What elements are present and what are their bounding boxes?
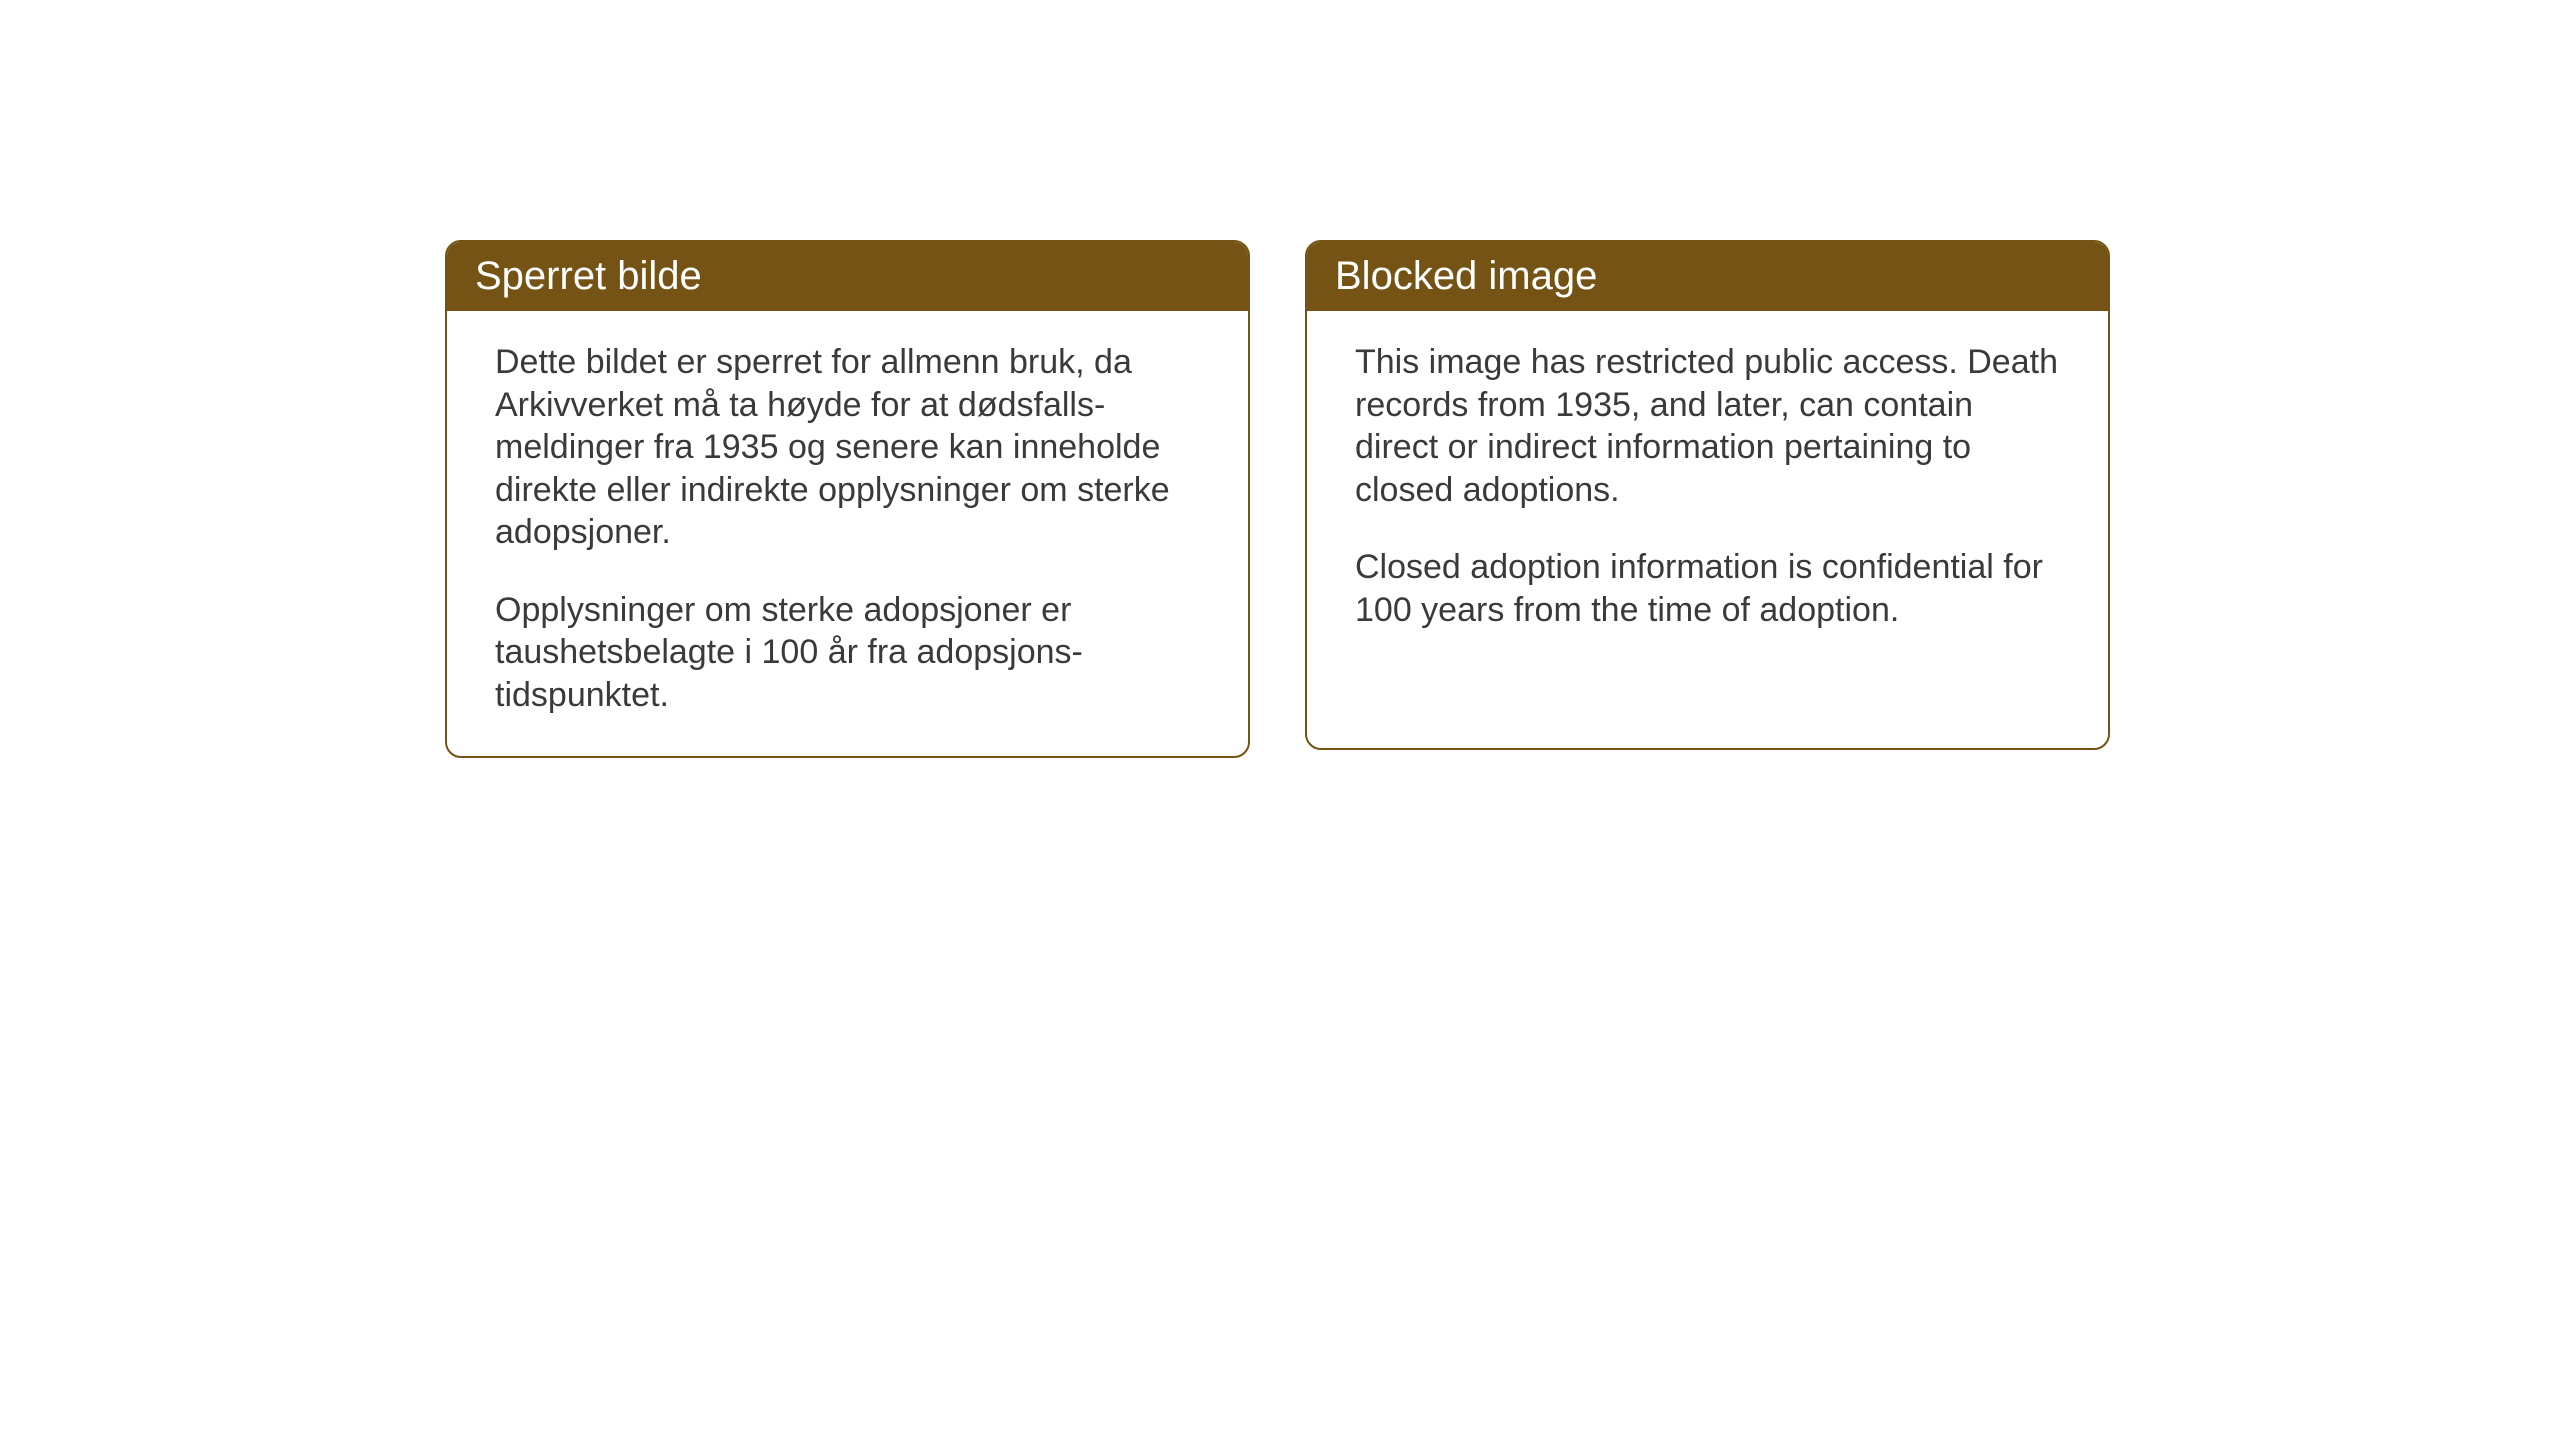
notice-container: Sperret bilde Dette bildet er sperret fo… [445,240,2110,758]
card-header-norwegian: Sperret bilde [447,242,1248,311]
card-header-english: Blocked image [1307,242,2108,311]
card-title-norwegian: Sperret bilde [475,254,702,298]
card-paragraph-1-norwegian: Dette bildet er sperret for allmenn bruk… [495,341,1200,554]
card-title-english: Blocked image [1335,254,1597,298]
card-paragraph-2-norwegian: Opplysninger om sterke adopsjoner er tau… [495,589,1200,717]
card-body-english: This image has restricted public access.… [1307,311,2108,671]
card-body-norwegian: Dette bildet er sperret for allmenn bruk… [447,311,1248,756]
notice-card-norwegian: Sperret bilde Dette bildet er sperret fo… [445,240,1250,758]
card-paragraph-2-english: Closed adoption information is confident… [1355,546,2060,631]
card-paragraph-1-english: This image has restricted public access.… [1355,341,2060,511]
notice-card-english: Blocked image This image has restricted … [1305,240,2110,750]
